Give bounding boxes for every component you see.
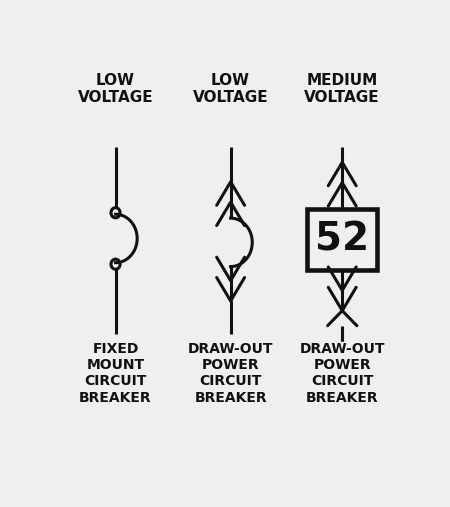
Text: 52: 52: [315, 221, 369, 259]
Text: MEDIUM
VOLTAGE: MEDIUM VOLTAGE: [304, 73, 380, 105]
Text: DRAW-OUT
POWER
CIRCUIT
BREAKER: DRAW-OUT POWER CIRCUIT BREAKER: [188, 342, 274, 405]
Text: LOW
VOLTAGE: LOW VOLTAGE: [193, 73, 269, 105]
Text: DRAW-OUT
POWER
CIRCUIT
BREAKER: DRAW-OUT POWER CIRCUIT BREAKER: [299, 342, 385, 405]
Text: LOW
VOLTAGE: LOW VOLTAGE: [78, 73, 153, 105]
Text: FIXED
MOUNT
CIRCUIT
BREAKER: FIXED MOUNT CIRCUIT BREAKER: [79, 342, 152, 405]
Bar: [307, 209, 377, 270]
